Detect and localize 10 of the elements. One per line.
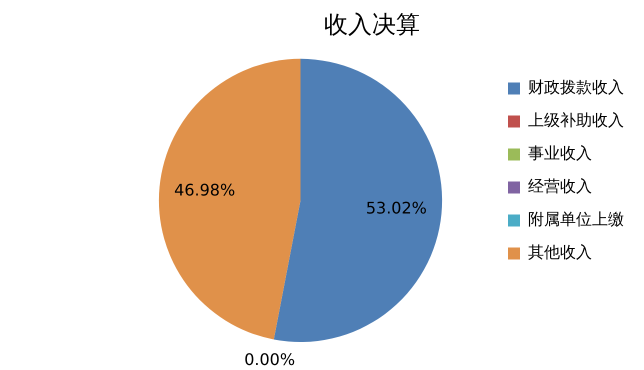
legend-label: 财政拨款收入 — [528, 78, 624, 97]
legend-label: 事业收入 — [528, 144, 592, 163]
legend-label: 其他收入 — [528, 242, 592, 262]
legend-label: 经营收入 — [528, 176, 592, 196]
chart-title: 收入决算 — [324, 10, 420, 39]
data-label: 46.98% — [174, 180, 236, 200]
text: 0.00% — [244, 350, 296, 370]
legend-label: 附属单位上缴 — [528, 210, 624, 229]
data-label: 53.02% — [366, 198, 427, 218]
legend-label: 上级补助收入 — [528, 110, 624, 130]
